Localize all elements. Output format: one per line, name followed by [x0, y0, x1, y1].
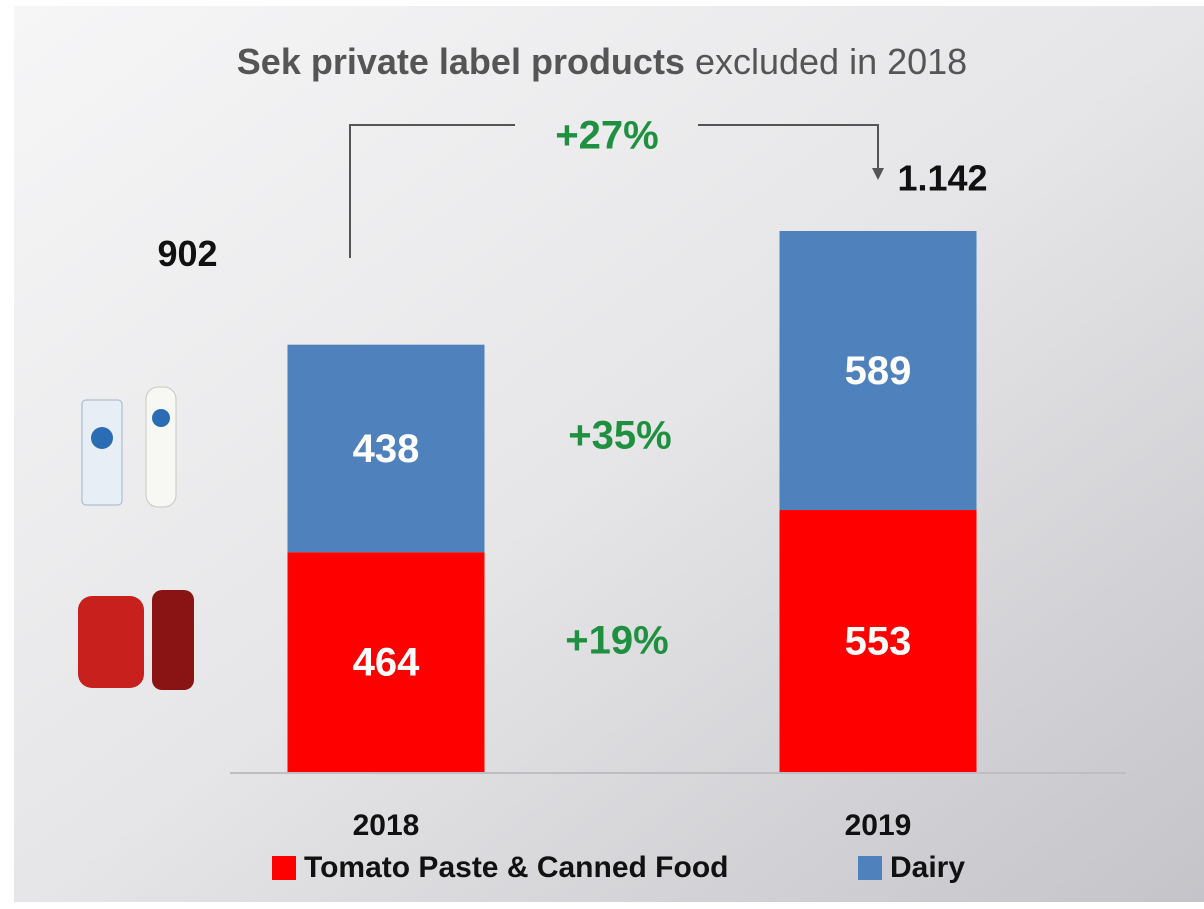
legend-label: Tomato Paste & Canned Food: [304, 851, 728, 884]
chart-title: Sek private label products excluded in 2…: [237, 41, 967, 82]
value-label: 589: [845, 349, 912, 393]
arrow-head: [872, 168, 884, 180]
tomato-jar: [78, 596, 144, 688]
growth-label: +35%: [568, 414, 671, 458]
bar-segment: [779, 510, 977, 772]
legend-swatch: [858, 856, 882, 880]
growth-label: +19%: [565, 619, 668, 663]
logo: [152, 409, 170, 427]
title-normal: excluded in 2018: [695, 41, 967, 82]
total-label: 1.142: [897, 158, 987, 199]
ketchup-bottle: [152, 590, 194, 690]
growth-bracket: [698, 124, 879, 170]
value-label: 464: [353, 641, 420, 685]
milk-carton: [81, 399, 123, 506]
title-bold: Sek private label products: [237, 41, 685, 82]
milk-bottle: [145, 386, 177, 508]
background: [14, 6, 1204, 902]
bar-segment: [287, 344, 485, 553]
logo: [91, 427, 113, 449]
value-label: 438: [353, 427, 420, 471]
legend-swatch: [272, 856, 296, 880]
x-tick-label: 2018: [353, 809, 420, 842]
growth-label: +27%: [555, 114, 658, 158]
bar-segment: [287, 552, 485, 772]
total-label: 902: [157, 233, 217, 274]
dairy-icons: [81, 386, 177, 508]
legend-label: Dairy: [890, 851, 965, 884]
value-label: 553: [845, 620, 912, 664]
growth-bracket: [349, 124, 515, 258]
tomato-icons: [78, 590, 194, 690]
bar-segment: [779, 231, 977, 511]
x-tick-label: 2019: [845, 809, 912, 842]
